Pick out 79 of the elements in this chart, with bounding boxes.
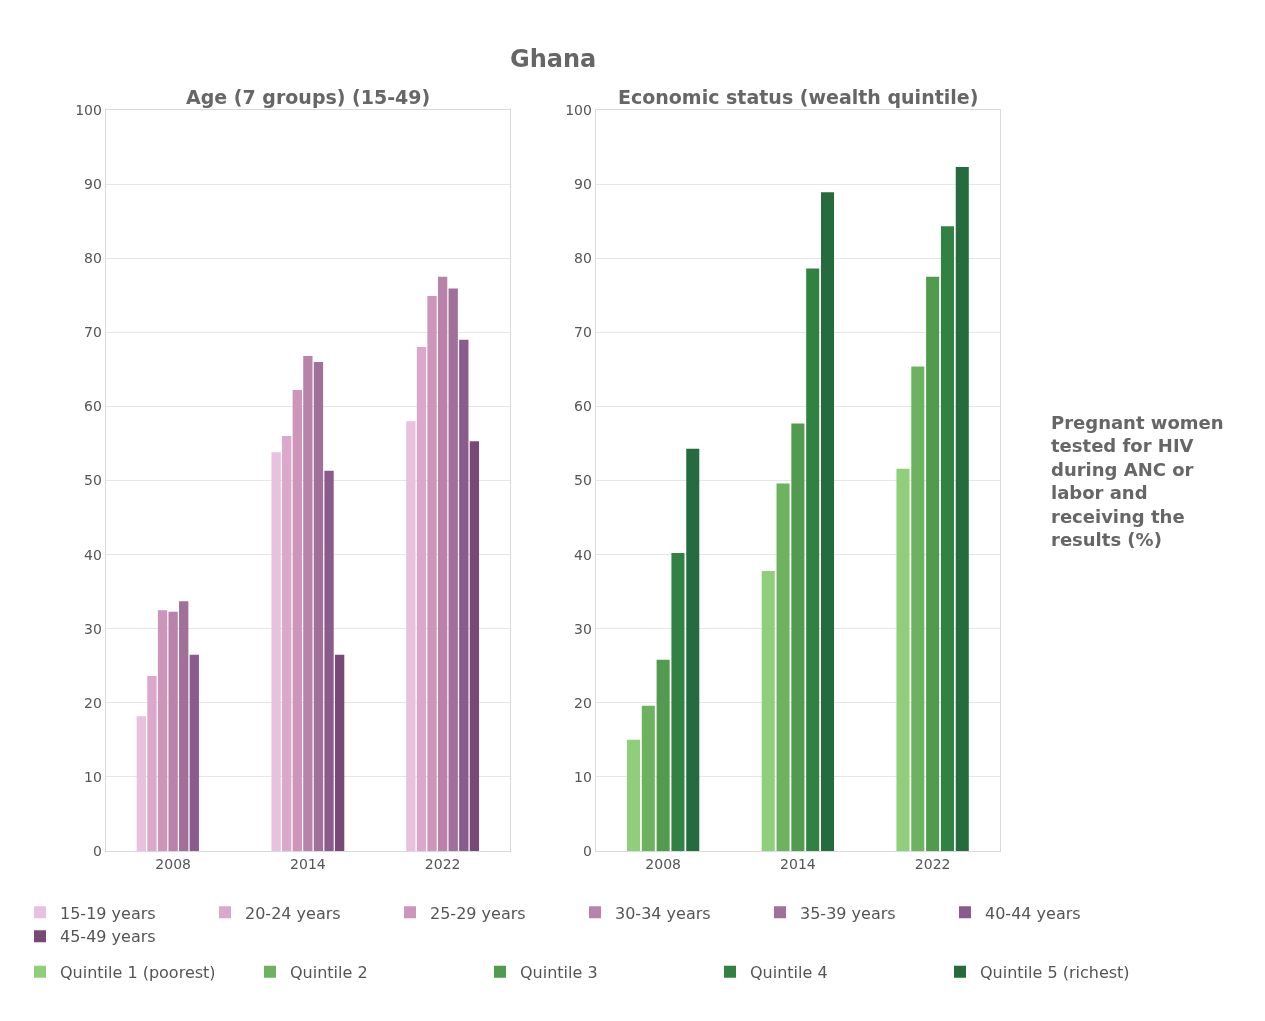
y-tick-label: 0	[583, 842, 592, 859]
bar	[896, 468, 910, 851]
legend-label: 30-34 years	[615, 903, 711, 923]
y-tick-label: 30	[574, 620, 592, 637]
bar	[671, 553, 685, 851]
y-tick-label: 10	[84, 768, 102, 785]
bar	[940, 226, 954, 851]
legend-label: Quintile 3	[520, 962, 598, 982]
bar	[303, 356, 313, 851]
bar	[189, 654, 199, 851]
bar	[641, 705, 655, 851]
y-tick-label: 0	[93, 842, 102, 859]
y-tick-label: 40	[84, 546, 102, 563]
bar	[626, 739, 640, 851]
bar	[806, 268, 820, 851]
y-tick-label: 40	[574, 546, 592, 563]
bar	[459, 339, 469, 851]
y-tick-label: 70	[574, 324, 592, 341]
bar	[147, 676, 157, 851]
y-tick-label: 90	[574, 176, 592, 192]
bar	[448, 288, 458, 851]
x-tick-label: 2008	[645, 855, 681, 872]
legend-label: Quintile 5 (richest)	[980, 962, 1130, 982]
bar	[324, 470, 334, 851]
bar	[791, 423, 805, 851]
legend-label: 35-39 years	[800, 903, 896, 923]
bar	[469, 441, 480, 851]
y-tick-label: 80	[84, 250, 102, 267]
chart-subtitle: Age (7 groups) (15-49)	[186, 86, 431, 108]
bar	[821, 192, 835, 851]
legend-label: 40-44 years	[985, 903, 1081, 923]
y-tick-label: 50	[84, 472, 102, 489]
bar	[926, 276, 940, 851]
legend-label: Quintile 1 (poorest)	[60, 962, 216, 982]
y-tick-label: 10	[574, 768, 592, 785]
bar	[136, 716, 147, 851]
y-tick-label: 70	[84, 324, 102, 341]
legend-label: 45-49 years	[60, 927, 156, 947]
legend-label: Quintile 4	[750, 962, 828, 982]
y-tick-label: 80	[574, 250, 592, 267]
chart-subtitle: Economic status (wealth quintile)	[618, 86, 979, 108]
x-tick-label: 2022	[914, 855, 951, 872]
bar	[282, 436, 292, 851]
y-tick-label: 100	[565, 101, 592, 118]
y-tick-label: 100	[75, 101, 102, 118]
bar	[179, 601, 189, 851]
x-tick-label: 2008	[155, 855, 191, 872]
bar	[157, 610, 168, 851]
legend-label: Quintile 2	[290, 962, 368, 982]
y-tick-label: 60	[84, 398, 102, 415]
legend-label: 20-24 years	[245, 903, 341, 923]
y-tick-label: 20	[574, 694, 592, 711]
bar	[911, 366, 925, 851]
bar	[776, 483, 790, 851]
x-tick-label: 2014	[290, 855, 326, 872]
bar	[334, 654, 345, 851]
chart-title: Ghana	[510, 45, 597, 73]
bar	[416, 347, 427, 851]
bar	[427, 295, 437, 851]
y-tick-label: 90	[84, 176, 102, 192]
y-tick-label: 20	[84, 694, 102, 711]
bar	[686, 448, 700, 851]
bar	[271, 452, 281, 851]
bar	[313, 361, 324, 851]
bar	[406, 421, 416, 851]
bar	[761, 570, 775, 851]
bar	[292, 390, 302, 851]
legend-label: 15-19 years	[60, 903, 156, 923]
bar	[955, 167, 969, 851]
x-tick-label: 2014	[780, 855, 816, 872]
bar	[168, 611, 178, 851]
y-tick-label: 50	[574, 472, 592, 489]
y-tick-label: 60	[574, 398, 592, 415]
y-axis-title: Pregnant women tested for HIV during ANC or labor and receiving the results (%)	[1051, 412, 1224, 550]
bar	[437, 276, 448, 851]
x-tick-label: 2022	[424, 855, 461, 872]
bar	[656, 659, 670, 851]
y-tick-label: 30	[84, 620, 102, 637]
legend-label: 25-29 years	[430, 903, 526, 923]
